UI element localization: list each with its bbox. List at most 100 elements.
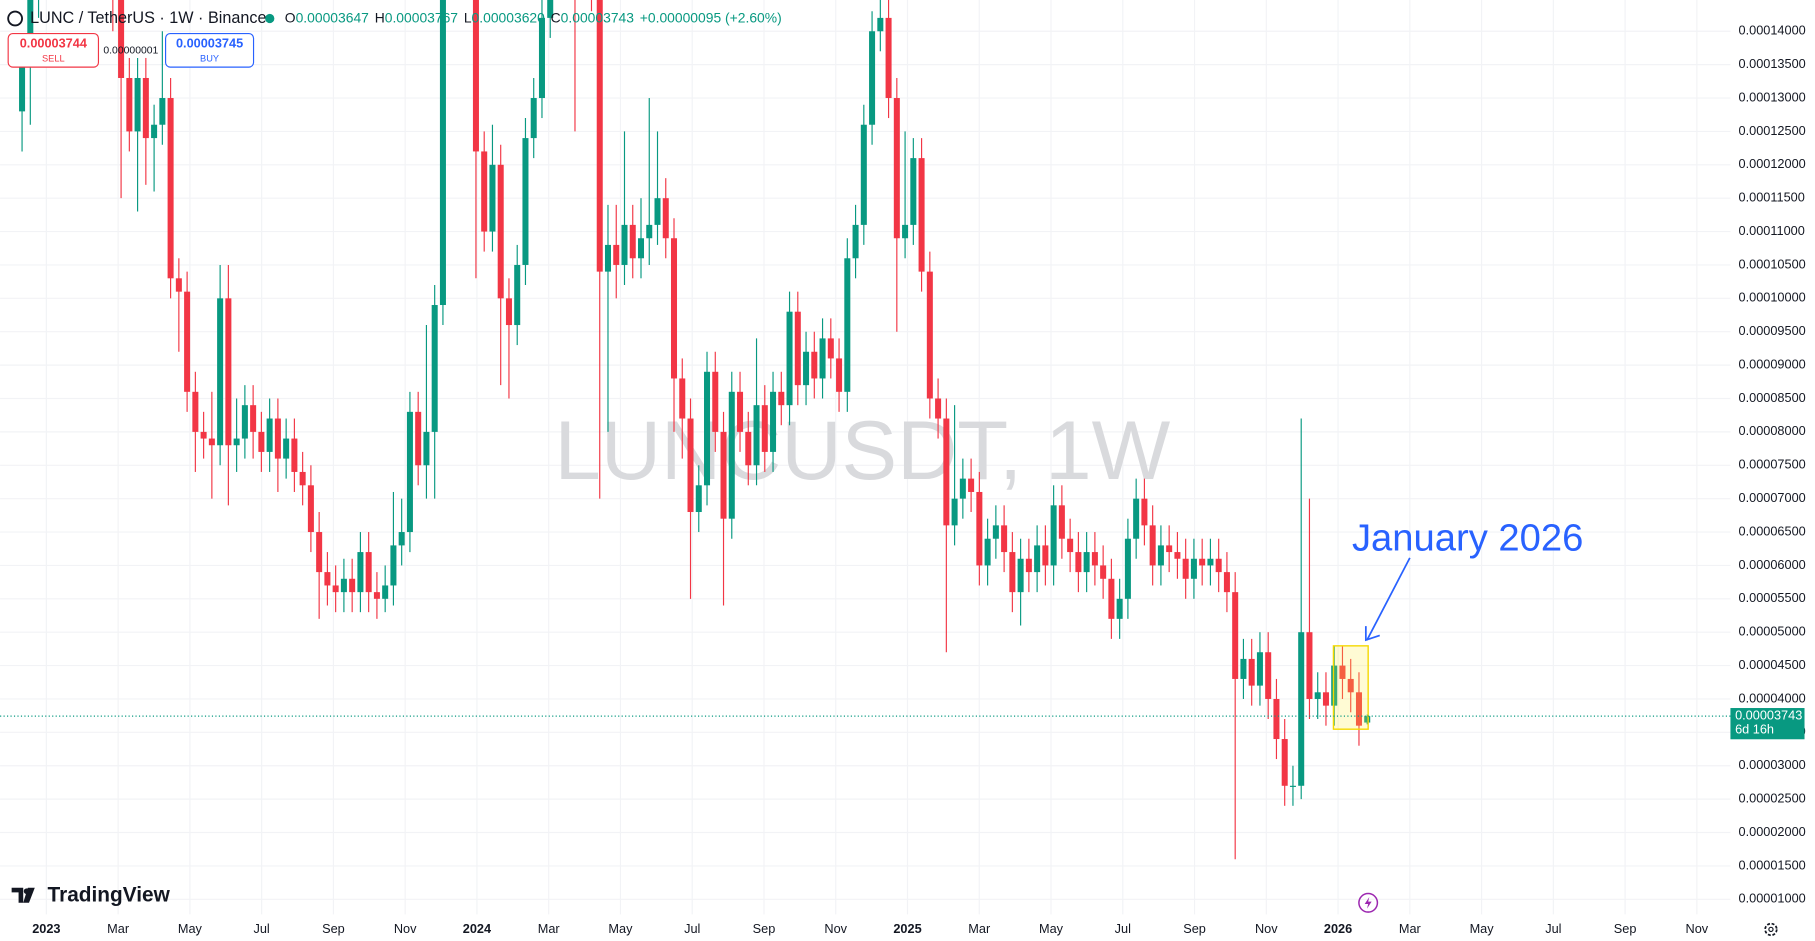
x-tick-label: 2025 [893, 921, 921, 936]
candle-body [712, 371, 719, 432]
y-tick-label: 0.00010000 [1739, 290, 1806, 305]
settings-button[interactable] [1764, 922, 1778, 937]
candle-body [902, 224, 909, 239]
candle-body [893, 98, 900, 239]
price-tag-price: 0.00003743 [1735, 707, 1802, 722]
candle-body [794, 311, 801, 386]
candle-body [761, 405, 768, 452]
candle-body [324, 572, 331, 586]
lightning-icon [1364, 897, 1372, 909]
candle-body [489, 164, 496, 232]
y-tick-label: 0.00011000 [1739, 223, 1805, 238]
y-tick-label: 0.00001500 [1739, 857, 1806, 872]
candle-body [1100, 565, 1107, 579]
candle-body [406, 411, 413, 533]
y-tick-label: 0.00005000 [1739, 624, 1806, 639]
candle-body [1190, 558, 1197, 579]
candle-body [860, 124, 867, 225]
candle-body [745, 431, 752, 466]
x-tick-label: 2024 [463, 921, 491, 936]
candle-body [951, 498, 958, 526]
candle-body [423, 431, 430, 466]
sell-button[interactable] [7, 32, 100, 68]
status-dot [265, 13, 275, 24]
candle-body [258, 431, 265, 452]
candle-body [1058, 505, 1065, 539]
y-tick-label: 0.00001000 [1739, 891, 1806, 906]
x-tick-label: Mar [1399, 921, 1422, 936]
logo-dot [23, 888, 30, 895]
candle-body [357, 552, 364, 593]
sell-price: 0.00003744 [20, 35, 87, 50]
candle-body [720, 431, 727, 519]
candle-body [819, 338, 826, 379]
candle-body [1025, 558, 1032, 573]
ohlc-key: C [551, 9, 561, 25]
candle-body [877, 17, 884, 32]
candle-body [670, 238, 678, 379]
candle-body [836, 358, 843, 392]
x-tick-label: Mar [107, 921, 130, 936]
arrow [1366, 557, 1411, 641]
candle-body [250, 405, 257, 432]
candle-body [1075, 552, 1082, 573]
candle-body [968, 478, 975, 492]
candle-body [19, 64, 26, 112]
x-tick-label: Mar [968, 921, 991, 936]
candle-body [1182, 558, 1189, 579]
candle-body [1116, 598, 1123, 619]
x-tick-label: Nov [1686, 921, 1709, 936]
spread: 0.00000001 [103, 46, 158, 57]
candle-body [1281, 739, 1288, 786]
candle-body [208, 438, 215, 446]
x-tick-label: Sep [753, 921, 776, 936]
x-tick-label: Sep [1183, 921, 1206, 936]
candle-body [390, 545, 397, 586]
candle-body [1347, 678, 1354, 693]
candle-body [184, 291, 191, 392]
symbol: LUNC / TetherUS · 1W · Binance [30, 9, 266, 27]
x-tick-label: Nov [394, 921, 417, 936]
candle-body [307, 485, 314, 533]
candle-body [1339, 665, 1346, 679]
candle-body [852, 224, 859, 259]
x-tick-label: May [178, 921, 203, 936]
candle-body [497, 164, 504, 299]
x-tick-label: Jul [254, 921, 270, 936]
candle-body [1042, 545, 1049, 566]
candle-body [398, 532, 405, 546]
candle-body [1273, 698, 1280, 740]
candle-body [217, 298, 224, 446]
candle-body [241, 405, 248, 439]
candle-body [1289, 785, 1296, 787]
candle-body [1141, 498, 1148, 526]
candle-body [1166, 545, 1173, 553]
candle-body [869, 31, 876, 125]
candle-body [316, 532, 323, 573]
x-tick-label: May [1470, 921, 1495, 936]
watermark: LUNCUSDT, 1W [554, 404, 1170, 497]
x-tick-label: 2023 [32, 921, 60, 936]
candle-body [959, 478, 966, 499]
annotation: January 2026 [1352, 517, 1583, 560]
buy-button[interactable] [165, 32, 255, 68]
candle-body [472, 0, 479, 152]
candle-body [1355, 692, 1362, 726]
x-tick-label: Sep [1614, 921, 1637, 936]
candle-body [935, 398, 942, 419]
candle-body [1240, 658, 1247, 679]
candle-body [728, 391, 735, 519]
candle-body [1223, 572, 1230, 593]
candle-body [885, 17, 892, 99]
candle-body [1009, 552, 1016, 593]
y-tick-label: 0.00013500 [1739, 56, 1806, 71]
candle-body [1067, 538, 1074, 553]
lightning-button[interactable] [1358, 892, 1379, 913]
candle-body [266, 418, 273, 452]
candle-body [613, 244, 620, 265]
candle-body [943, 418, 950, 526]
candle-body [827, 338, 834, 359]
ohlc-key: H [375, 9, 385, 25]
candle-body [349, 578, 356, 593]
candle-body [332, 585, 339, 593]
